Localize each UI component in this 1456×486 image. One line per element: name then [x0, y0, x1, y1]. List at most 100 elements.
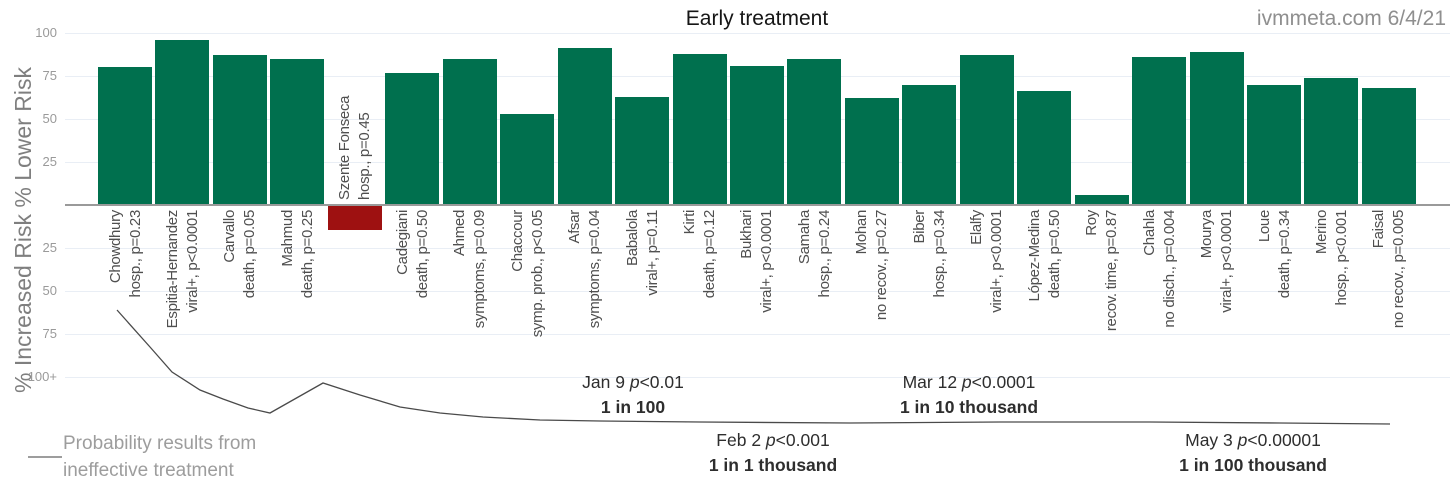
study-outcome-pvalue: symp. prob., p<0.05: [528, 210, 546, 338]
study-bar: [959, 55, 1014, 205]
annotation-date-pvalue: Feb 2 p<0.001: [716, 430, 830, 450]
study-label: Espitia-Hernandez viral+, p<0.0001: [163, 210, 202, 385]
annotation-date-pvalue: Jan 9 p<0.01: [582, 372, 684, 392]
study-outcome-pvalue: symptoms, p=0.04: [585, 210, 603, 329]
study-outcome-pvalue: viral+, p<0.0001: [987, 210, 1005, 313]
y-tick-label: 75: [42, 326, 57, 341]
study-bar: [1074, 194, 1129, 205]
study-outcome-pvalue: viral+, p<0.0001: [1217, 210, 1235, 313]
study-name: Roy: [1083, 210, 1101, 236]
study-bar: [270, 58, 325, 205]
study-bar: [500, 113, 555, 205]
study-name: Espitia-Hernandez: [163, 210, 181, 329]
study-outcome-pvalue: symptoms, p=0.09: [470, 210, 488, 329]
study-name: Afsar: [566, 210, 584, 244]
study-bar: [1304, 77, 1359, 205]
study-name: Mohan: [853, 210, 871, 255]
annotation-probability: 1 in 1 thousand: [708, 455, 838, 475]
study-bar: [1189, 51, 1244, 205]
study-bar: [327, 206, 382, 231]
study-outcome-pvalue: death, p=0.25: [298, 210, 316, 299]
study-label: Babalola viral+, p=0.11: [623, 210, 662, 385]
study-name: Cadegiani: [393, 210, 411, 275]
study-label: Szente Fonseca hosp., p=0.45: [335, 25, 374, 200]
study-label: Mohan no recov., p=0.27: [852, 210, 891, 385]
annotation-probability: 1 in 100: [600, 397, 666, 417]
study-outcome-pvalue: recov. time, p=0.87: [1102, 210, 1120, 332]
study-label: Elalfy viral+, p<0.0001: [967, 210, 1006, 385]
study-bar: [1017, 91, 1072, 205]
study-outcome-pvalue: viral+, p<0.0001: [757, 210, 775, 313]
study-bar: [98, 67, 152, 205]
study-name: Szente Fonseca: [336, 95, 354, 200]
annotation-date-pvalue: Mar 12 p<0.0001: [902, 372, 1036, 392]
study-name: Merino: [1312, 210, 1330, 255]
study-outcome-pvalue: hosp., p=0.23: [126, 210, 143, 298]
study-bar: [442, 58, 497, 205]
study-outcome-pvalue: death, p=0.05: [240, 210, 258, 299]
study-label: Mahmud death, p=0.25: [278, 210, 317, 385]
study-label: Afsar symptoms, p=0.04: [565, 210, 604, 385]
study-name: Chaccour: [508, 210, 526, 272]
study-bar: [672, 53, 727, 205]
study-label: Biber hosp., p=0.34: [910, 210, 949, 385]
study-name: Faisal: [1370, 210, 1388, 249]
study-name: Ahmed: [451, 210, 469, 257]
probability-annotation: Feb 2 p<0.001 1 in 1 thousand: [709, 428, 837, 478]
study-name: Elalfy: [968, 210, 986, 245]
study-bar: [787, 58, 842, 205]
study-outcome-pvalue: death, p=0.12: [700, 210, 718, 299]
study-name: Mahmud: [278, 210, 296, 267]
chart-title: Early treatment: [685, 7, 829, 30]
study-bar: [155, 39, 210, 205]
annotation-probability: 1 in 10 thousand: [899, 397, 1039, 417]
study-name: Biber: [910, 210, 928, 244]
annotation-date-pvalue: May 3 p<0.00001: [1185, 430, 1321, 450]
study-bar: [1132, 57, 1187, 205]
study-label: Chahla no disch., p=0.004: [1140, 210, 1179, 385]
study-bar: [385, 72, 440, 205]
study-outcome-pvalue: viral+, p=0.11: [643, 210, 661, 296]
legend-text-line1: Probability results from: [63, 433, 257, 454]
study-name: Loue: [1255, 210, 1273, 243]
gridline: [65, 291, 1450, 292]
study-outcome-pvalue: no recov., p=0.005: [1389, 210, 1407, 329]
y-tick-label: 50: [42, 283, 57, 298]
study-label: Ahmed symptoms, p=0.09: [450, 210, 489, 385]
study-name: Samaha: [795, 210, 813, 265]
study-name: Bukhari: [738, 210, 756, 259]
study-bar: [212, 55, 267, 205]
gridline: [65, 248, 1450, 249]
y-tick-label: 25: [42, 154, 57, 169]
x-axis-line: [65, 204, 1450, 206]
y-tick-label: 100+: [27, 369, 57, 384]
y-tick-label: 50: [42, 111, 57, 126]
study-outcome-pvalue: hosp., p<0.001: [1332, 210, 1350, 306]
study-outcome-pvalue: hosp., p=0.45: [355, 112, 373, 200]
probability-annotation: Jan 9 p<0.01 1 in 100: [582, 370, 684, 420]
study-label: Faisal no recov., p=0.005: [1369, 210, 1408, 385]
study-outcome-pvalue: no disch., p=0.004: [1160, 210, 1178, 328]
probability-annotation: May 3 p<0.00001 1 in 100 thousand: [1179, 428, 1327, 478]
study-bar: [1361, 88, 1416, 205]
study-label: Chaccour symp. prob., p<0.05: [508, 210, 547, 385]
study-bar: [729, 65, 784, 205]
study-outcome-pvalue: hosp., p=0.34: [930, 210, 948, 298]
y-tick-label: 25: [42, 240, 57, 255]
study-label: Chowdhury hosp., p=0.23: [106, 210, 145, 385]
study-bar: [557, 48, 612, 205]
study-name: Carvallo: [221, 210, 239, 263]
y-tick-label: 100: [35, 25, 57, 40]
study-name: Mourya: [1198, 210, 1216, 259]
study-name: Chowdhury: [106, 210, 124, 284]
legend-line-swatch: [28, 456, 62, 458]
study-label: Samaha hosp., p=0.24: [795, 210, 834, 385]
study-bar: [902, 84, 957, 205]
gridline: [65, 33, 1450, 34]
study-label: Roy recov. time, p=0.87: [1082, 210, 1121, 385]
study-name: López-Medina: [1025, 210, 1043, 302]
study-name: Babalola: [623, 210, 641, 266]
study-label: Kirti death, p=0.12: [680, 210, 719, 385]
annotation-probability: 1 in 100 thousand: [1179, 455, 1327, 475]
